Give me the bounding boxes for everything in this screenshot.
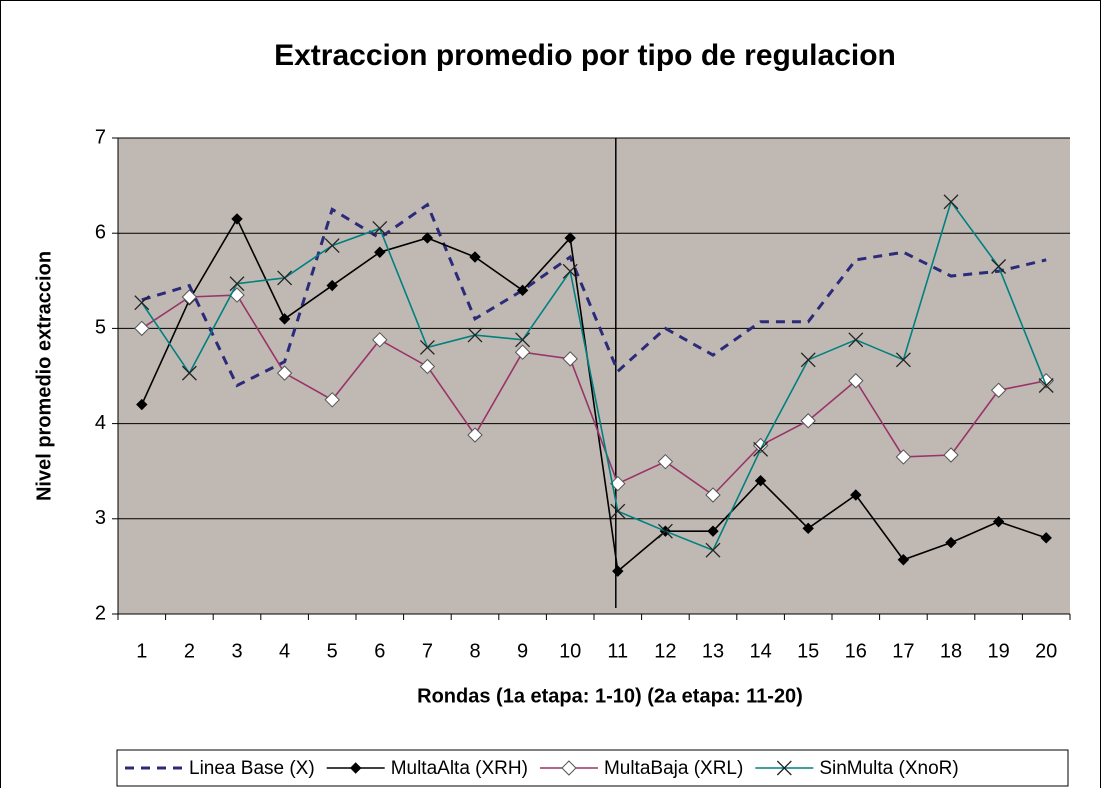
x-tick-label: 19 (987, 640, 1009, 662)
marker (181, 365, 197, 381)
x-tick-label: 7 (422, 640, 433, 662)
x-axis-label: Rondas (1a etapa: 1-10) (2a etapa: 11-20… (417, 685, 803, 707)
x-tick-label: 18 (940, 640, 962, 662)
marker (372, 220, 388, 236)
marker (800, 413, 816, 429)
marker (943, 194, 959, 210)
y-tick-label: 6 (95, 221, 106, 243)
x-tick-label: 17 (892, 640, 914, 662)
marker (943, 447, 959, 463)
marker (657, 453, 674, 470)
marker (657, 523, 673, 539)
series-line (141, 202, 1047, 388)
marker (277, 270, 293, 286)
x-tick-label: 9 (517, 640, 528, 662)
marker (754, 475, 767, 487)
marker (324, 392, 340, 408)
x-tick-label: 6 (374, 640, 385, 662)
marker (562, 263, 578, 279)
marker (610, 475, 626, 492)
y-axis-label: Nivel promedio extraccion (33, 251, 55, 501)
y-tick-label: 2 (95, 602, 106, 624)
y-tick-label: 4 (95, 412, 106, 434)
marker (705, 542, 721, 558)
x-tick-label: 2 (184, 640, 195, 662)
x-tick-label: 11 (607, 640, 628, 662)
marker (991, 259, 1007, 274)
legend-marker (349, 762, 362, 774)
marker (276, 365, 293, 381)
marker (515, 332, 531, 348)
x-tick-label: 12 (654, 640, 676, 662)
marker (895, 352, 911, 368)
marker (848, 332, 864, 348)
x-tick-label: 16 (845, 640, 867, 662)
marker (136, 398, 148, 411)
legend-marker (776, 760, 792, 776)
marker (469, 251, 481, 263)
marker (514, 344, 531, 360)
x-tick-label: 8 (469, 640, 480, 662)
x-tick-label: 15 (797, 640, 819, 662)
legend-label: SinMulta (XnoR) (819, 758, 958, 779)
marker (421, 232, 434, 244)
marker (134, 320, 150, 337)
y-tick-label: 5 (95, 317, 106, 339)
marker (850, 489, 862, 501)
marker (990, 382, 1007, 398)
marker (374, 246, 386, 258)
x-tick-label: 5 (327, 640, 338, 662)
marker (229, 276, 245, 292)
marker (326, 279, 338, 292)
series-line (141, 294, 1047, 497)
x-tick-label: 20 (1035, 640, 1057, 662)
marker (564, 232, 576, 244)
marker (1040, 532, 1052, 544)
marker (516, 284, 529, 297)
marker (467, 327, 483, 343)
y-tick-label: 7 (95, 126, 106, 148)
marker (992, 515, 1005, 528)
marker (1038, 378, 1054, 393)
marker (419, 339, 435, 355)
marker (707, 525, 719, 537)
legend-marker (561, 760, 577, 776)
chart-title: Extraccion promedio por tipo de regulaci… (274, 39, 896, 72)
marker (848, 373, 864, 389)
marker (897, 554, 910, 566)
marker (945, 536, 957, 549)
marker (278, 313, 291, 325)
marker (231, 213, 243, 225)
series-line (141, 200, 1047, 552)
marker (802, 522, 814, 535)
marker (800, 352, 816, 368)
marker (562, 351, 578, 367)
x-tick-label: 10 (559, 640, 581, 662)
x-tick-label: 13 (702, 640, 724, 662)
marker (612, 565, 624, 577)
x-tick-label: 14 (749, 640, 771, 662)
plot-area (118, 138, 1070, 614)
marker (705, 487, 721, 503)
legend-label: MultaBaja (XRL) (604, 758, 743, 779)
x-tick-label: 1 (136, 640, 147, 662)
marker (372, 332, 388, 348)
x-tick-label: 4 (279, 640, 290, 662)
y-tick-label: 3 (95, 507, 106, 529)
marker (610, 503, 626, 519)
legend-label: MultaAlta (XRH) (391, 758, 528, 779)
marker (419, 358, 436, 375)
marker (181, 289, 198, 305)
marker (895, 449, 912, 465)
marker (753, 441, 769, 457)
marker (324, 238, 340, 254)
x-tick-label: 3 (231, 640, 242, 662)
marker (134, 295, 150, 311)
legend-label: Linea Base (X) (189, 758, 315, 779)
marker (467, 427, 483, 443)
series-line (141, 217, 1047, 573)
